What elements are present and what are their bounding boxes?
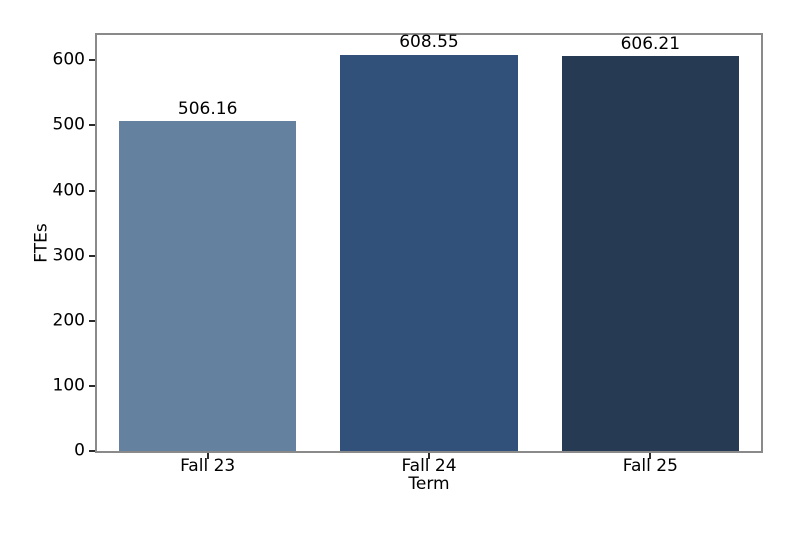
x-axis-title: Term — [408, 474, 450, 494]
x-tick-label-fall-25: Fall 25 — [622, 456, 678, 476]
y-tick-mark — [89, 254, 95, 257]
bar-group: 608.55 — [340, 33, 518, 451]
y-tick-mark — [89, 124, 95, 127]
x-tick-label-fall-23: Fall 23 — [180, 456, 236, 476]
y-tick-label: 600 — [52, 49, 85, 70]
y-tick-label: 300 — [52, 245, 85, 266]
y-tick-mark — [89, 59, 95, 62]
y-axis-title: FTEs — [31, 223, 52, 263]
y-tick-mark — [89, 189, 95, 192]
x-tick-mark — [428, 453, 430, 459]
bar-group: 606.21 — [561, 34, 739, 451]
bar-group: 506.16 — [119, 100, 297, 451]
y-tick-label: 0 — [74, 440, 85, 461]
y-tick-label: 200 — [52, 310, 85, 331]
x-tick-mark — [649, 453, 652, 459]
bar-fall-24 — [340, 54, 518, 451]
y-tick-mark — [89, 319, 95, 322]
y-tick-label: 500 — [52, 114, 85, 135]
bar-fall-23 — [119, 121, 297, 451]
bar-value-label: 608.55 — [399, 32, 459, 53]
x-tick-label-fall-24: Fall 24 — [401, 456, 457, 476]
x-tick-mark — [206, 453, 209, 459]
y-tick-mark — [89, 384, 95, 387]
plot-area: 0 100 200 300 400 500 600 506.16 Fall 23 608.55 Fa… — [53, 33, 763, 475]
y-tick-label: 400 — [52, 180, 85, 201]
y-tick-mark — [89, 450, 95, 452]
bar-fall-25 — [561, 56, 739, 451]
bar-value-label: 606.21 — [620, 33, 681, 54]
bar-value-label: 506.16 — [177, 98, 238, 119]
y-tick-label: 100 — [52, 375, 85, 396]
